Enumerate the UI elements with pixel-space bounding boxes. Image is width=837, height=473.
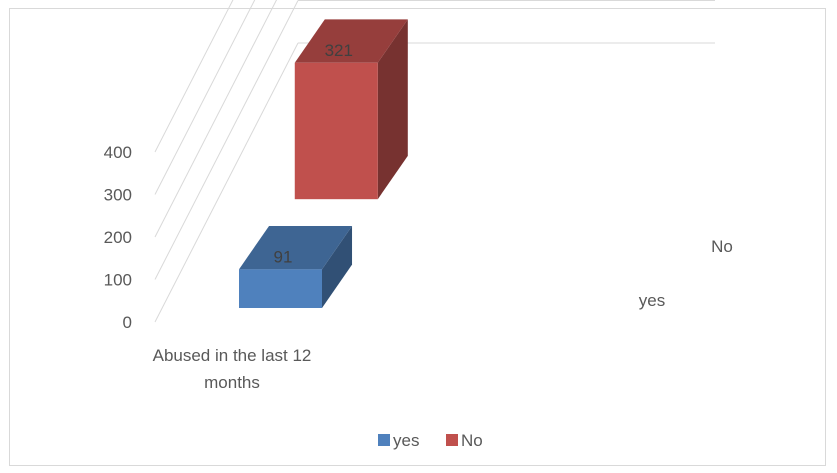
bar-top bbox=[239, 225, 353, 270]
chart-frame bbox=[9, 8, 826, 466]
bar-front bbox=[239, 269, 322, 308]
y-tick-label: 100 bbox=[104, 271, 132, 290]
gridline-side-100 bbox=[154, 0, 299, 280]
gridline-side-0 bbox=[154, 42, 299, 323]
y-tick-label: 400 bbox=[104, 143, 132, 162]
depth-axis-label-no: No bbox=[711, 237, 733, 256]
y-tick-label: 300 bbox=[104, 186, 132, 205]
gridline-side-200 bbox=[154, 0, 278, 238]
data-label-no: 321 bbox=[325, 41, 353, 60]
legend-swatch-yes bbox=[378, 434, 390, 446]
bar-side bbox=[322, 225, 353, 308]
legend-label-no: No bbox=[461, 431, 483, 450]
y-tick-label: 200 bbox=[104, 228, 132, 247]
bar-front bbox=[294, 62, 378, 200]
y-tick-label: 0 bbox=[123, 313, 132, 332]
gridline-side-400 bbox=[154, 0, 234, 153]
bar-top bbox=[294, 19, 408, 63]
bar-series-no bbox=[294, 19, 408, 200]
bar-series-yes bbox=[239, 225, 353, 308]
legend-swatch-no bbox=[446, 434, 458, 446]
bar-side bbox=[377, 19, 408, 200]
legend-label-yes: yes bbox=[393, 431, 419, 450]
category-label: Abused in the last 12 months bbox=[153, 346, 312, 392]
gridline-side-300 bbox=[154, 0, 256, 195]
depth-axis-label-yes: yes bbox=[639, 291, 665, 310]
data-label-yes: 91 bbox=[274, 247, 293, 266]
